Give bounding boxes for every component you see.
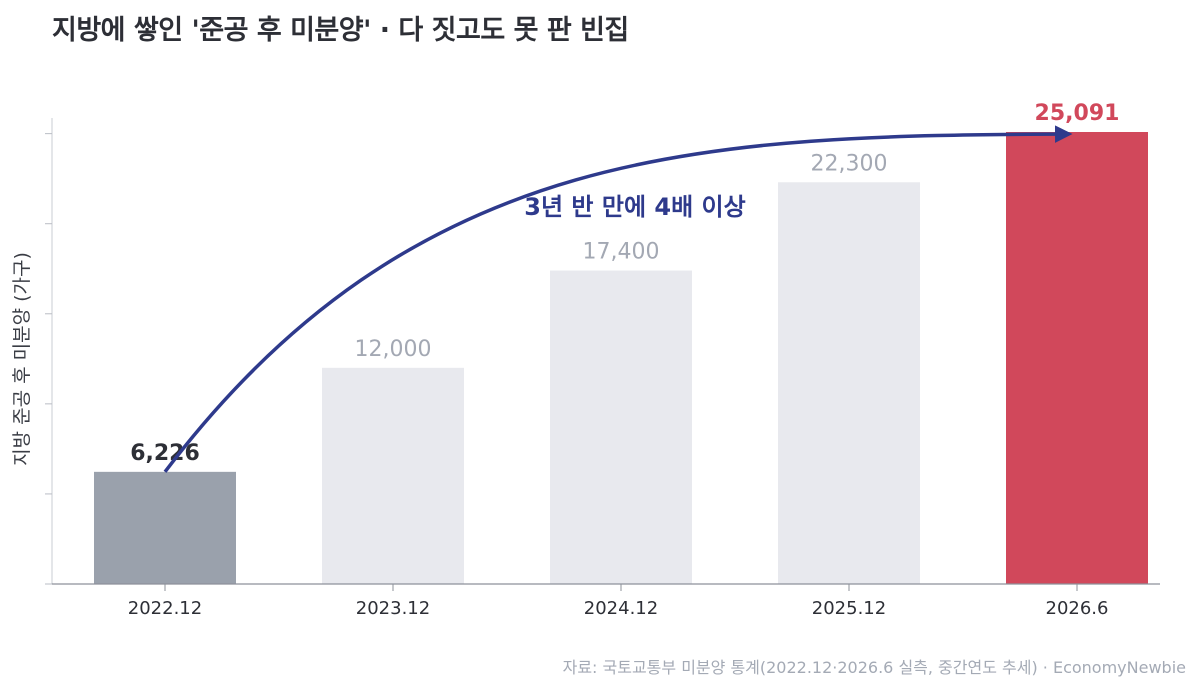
- bar-value-label: 25,091: [1035, 101, 1120, 126]
- x-tick-label: 2025.12: [812, 598, 886, 619]
- bar-2024.12: [550, 270, 692, 584]
- x-axis: 2022.12 2023.12 2024.12 2025.12 2026.6: [52, 583, 1160, 619]
- bars: 6,226 12,000 17,400 22,300 25,091: [94, 101, 1148, 585]
- x-tick-label: 2023.12: [356, 598, 430, 619]
- annotation-label: 3년 반 만에 4배 이상: [524, 193, 745, 221]
- bar-value-label: 6,226: [130, 441, 200, 466]
- trend-arrow: [163, 125, 1073, 473]
- chart-title: 지방에 쌓인 '준공 후 미분양' · 다 짓고도 못 판 빈집: [52, 15, 629, 46]
- bar-value-label: 22,300: [811, 151, 888, 176]
- bar-2023.12: [322, 367, 464, 584]
- bar-2025.12: [778, 182, 920, 585]
- bar-value-label: 17,400: [583, 240, 660, 265]
- bar-2026.6: [1006, 132, 1148, 584]
- x-tick-label: 2022.12: [128, 598, 202, 619]
- source-note: 자료: 국토교통부 미분양 통계(2022.12·2026.6 실측, 중간연도…: [562, 658, 1186, 677]
- y-axis-label: 지방 준공 후 미분양 (가구): [11, 252, 33, 466]
- x-tick-label: 2024.12: [584, 598, 658, 619]
- bar-value-label: 12,000: [355, 337, 432, 362]
- x-tick-label: 2026.6: [1046, 598, 1109, 619]
- bar-2022.12: [94, 471, 236, 584]
- y-axis: [45, 118, 53, 585]
